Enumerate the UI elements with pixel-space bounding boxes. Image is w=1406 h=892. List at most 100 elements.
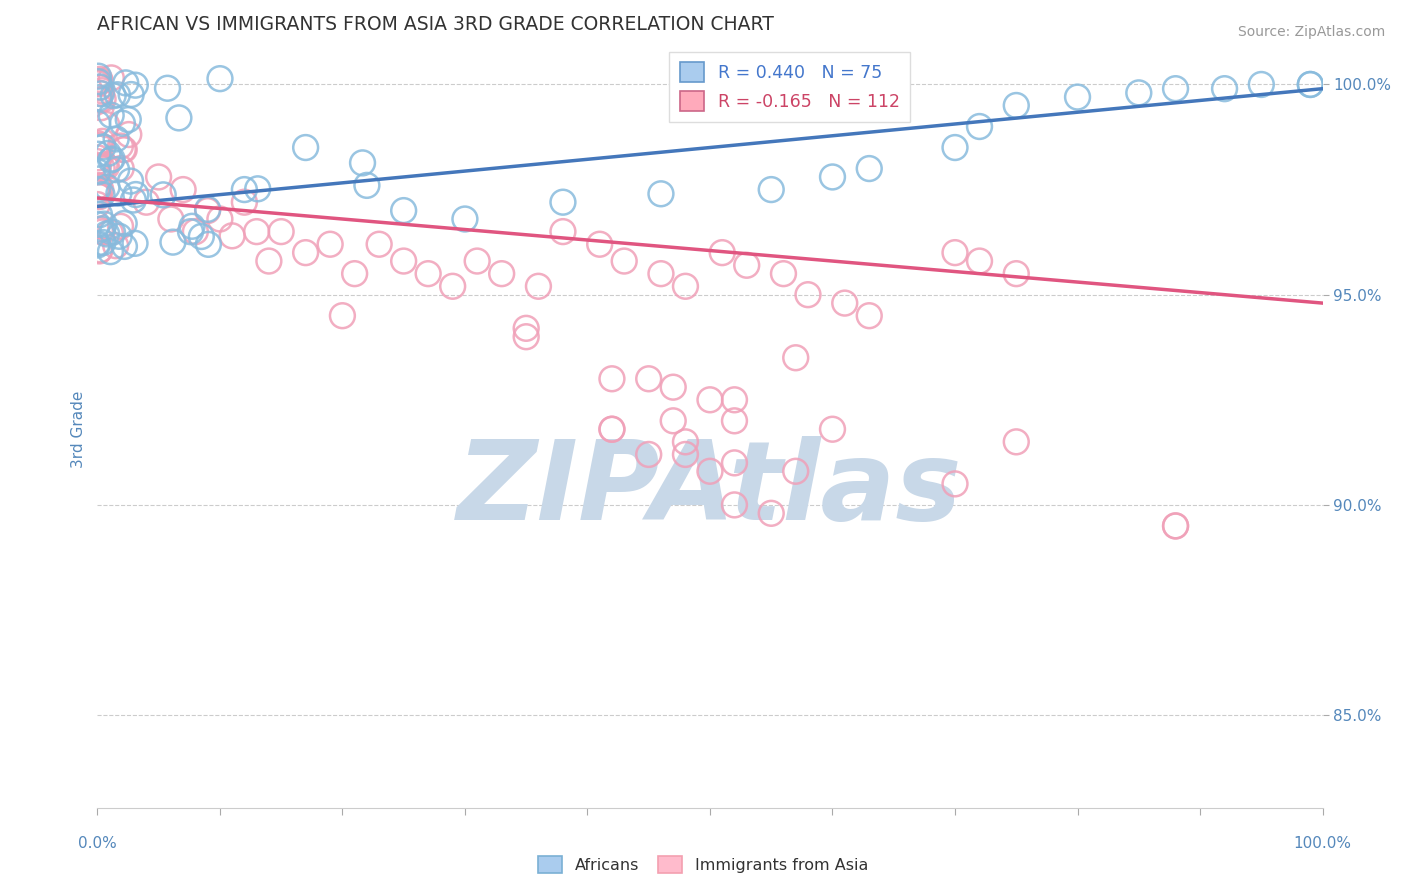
Point	[675, 434, 697, 449]
Point	[1250, 78, 1272, 92]
Point	[107, 87, 129, 102]
Point	[90, 84, 112, 98]
Point	[100, 70, 122, 85]
Point	[637, 372, 659, 386]
Point	[600, 372, 623, 386]
Point	[86, 116, 108, 130]
Point	[87, 151, 110, 165]
Point	[969, 120, 991, 134]
Point	[96, 227, 118, 241]
Point	[101, 225, 124, 239]
Point	[723, 498, 745, 512]
Point	[294, 245, 316, 260]
Point	[89, 223, 111, 237]
Point	[104, 238, 127, 252]
Point	[491, 267, 513, 281]
Point	[120, 87, 142, 102]
Point	[834, 296, 856, 310]
Text: ZIPAtlas: ZIPAtlas	[457, 436, 963, 543]
Point	[101, 88, 124, 103]
Point	[699, 464, 721, 478]
Point	[97, 146, 120, 161]
Point	[699, 392, 721, 407]
Point	[246, 182, 269, 196]
Point	[87, 75, 110, 89]
Point	[332, 309, 354, 323]
Point	[96, 118, 118, 132]
Point	[1005, 434, 1028, 449]
Point	[87, 165, 110, 179]
Point	[675, 447, 697, 461]
Point	[86, 77, 108, 91]
Point	[86, 186, 108, 200]
Point	[1005, 98, 1028, 112]
Point	[600, 422, 623, 436]
Text: 100.0%: 100.0%	[1294, 836, 1351, 851]
Point	[89, 189, 111, 203]
Point	[89, 243, 111, 257]
Point	[969, 254, 991, 268]
Point	[858, 161, 880, 176]
Point	[465, 254, 488, 268]
Point	[735, 258, 758, 272]
Point	[91, 222, 114, 236]
Point	[118, 128, 141, 142]
Point	[135, 195, 157, 210]
Point	[858, 309, 880, 323]
Point	[89, 208, 111, 222]
Point	[943, 140, 966, 154]
Point	[105, 132, 128, 146]
Point	[162, 235, 184, 249]
Point	[270, 225, 292, 239]
Point	[343, 267, 366, 281]
Point	[197, 202, 219, 217]
Point	[87, 147, 110, 161]
Point	[112, 143, 135, 157]
Point	[441, 279, 464, 293]
Point	[87, 160, 110, 174]
Point	[368, 237, 391, 252]
Point	[551, 225, 574, 239]
Point	[1164, 519, 1187, 533]
Point	[711, 245, 734, 260]
Point	[785, 464, 807, 478]
Point	[527, 279, 550, 293]
Point	[723, 392, 745, 407]
Point	[785, 351, 807, 365]
Point	[122, 193, 145, 207]
Point	[111, 116, 134, 130]
Point	[112, 143, 135, 157]
Point	[233, 195, 256, 210]
Point	[294, 140, 316, 154]
Point	[87, 188, 110, 202]
Point	[821, 422, 844, 436]
Point	[108, 229, 131, 244]
Point	[110, 161, 132, 176]
Point	[589, 237, 612, 252]
Point	[197, 203, 219, 218]
Point	[86, 197, 108, 211]
Point	[89, 93, 111, 107]
Point	[613, 254, 636, 268]
Point	[772, 267, 794, 281]
Point	[190, 229, 212, 244]
Point	[90, 183, 112, 197]
Point	[89, 138, 111, 153]
Legend: Africans, Immigrants from Asia: Africans, Immigrants from Asia	[531, 849, 875, 880]
Point	[124, 236, 146, 251]
Point	[89, 74, 111, 88]
Point	[1005, 267, 1028, 281]
Point	[551, 195, 574, 210]
Point	[319, 237, 342, 252]
Point	[797, 287, 820, 301]
Point	[96, 180, 118, 194]
Point	[1213, 81, 1236, 95]
Point	[172, 183, 194, 197]
Point	[454, 212, 477, 227]
Point	[108, 186, 131, 201]
Point	[208, 71, 231, 86]
Point	[100, 244, 122, 259]
Text: Source: ZipAtlas.com: Source: ZipAtlas.com	[1237, 25, 1385, 39]
Point	[1066, 90, 1088, 104]
Point	[98, 226, 121, 240]
